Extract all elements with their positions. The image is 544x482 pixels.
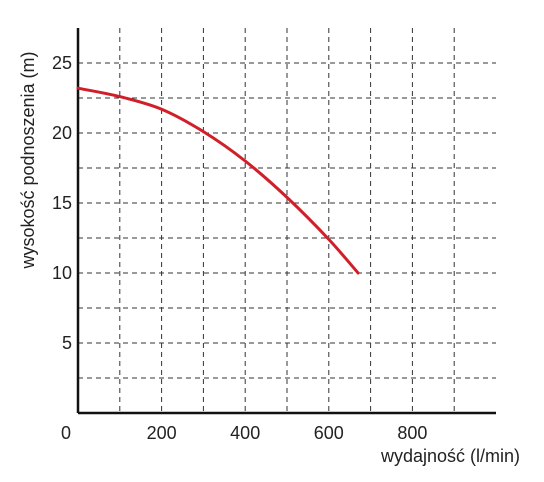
y-tick-label: 25	[52, 53, 72, 73]
y-axis-title: wysokość podnoszenia (m)	[18, 51, 38, 269]
tick-labels: 0 200 400 600 800 5 10 15 20 25	[52, 53, 427, 443]
x-tick-label: 800	[397, 423, 427, 443]
y-tick-label: 5	[62, 333, 72, 353]
series-line	[76, 86, 360, 275]
axes	[76, 28, 496, 415]
y-tick-label: 15	[52, 193, 72, 213]
x-tick-label: 200	[147, 423, 177, 443]
grid-lines	[78, 28, 496, 413]
y-tick-label: 10	[52, 263, 72, 283]
series	[76, 86, 360, 275]
x-tick-label: 600	[314, 423, 344, 443]
y-tick-label: 20	[52, 123, 72, 143]
x-tick-label: 0	[61, 423, 71, 443]
x-tick-label: 400	[230, 423, 260, 443]
x-axis-title: wydajność (l/min)	[380, 446, 520, 466]
